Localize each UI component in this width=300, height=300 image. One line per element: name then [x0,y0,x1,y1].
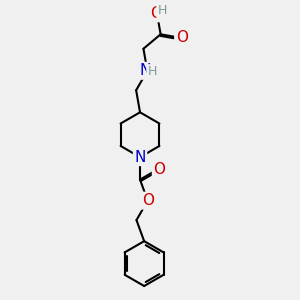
Text: N: N [140,63,151,78]
Text: H: H [158,4,167,17]
Text: O: O [176,30,188,45]
Text: O: O [150,6,162,21]
Text: O: O [142,193,154,208]
Text: H: H [148,65,157,78]
Text: O: O [153,162,165,177]
Text: N: N [134,150,146,165]
